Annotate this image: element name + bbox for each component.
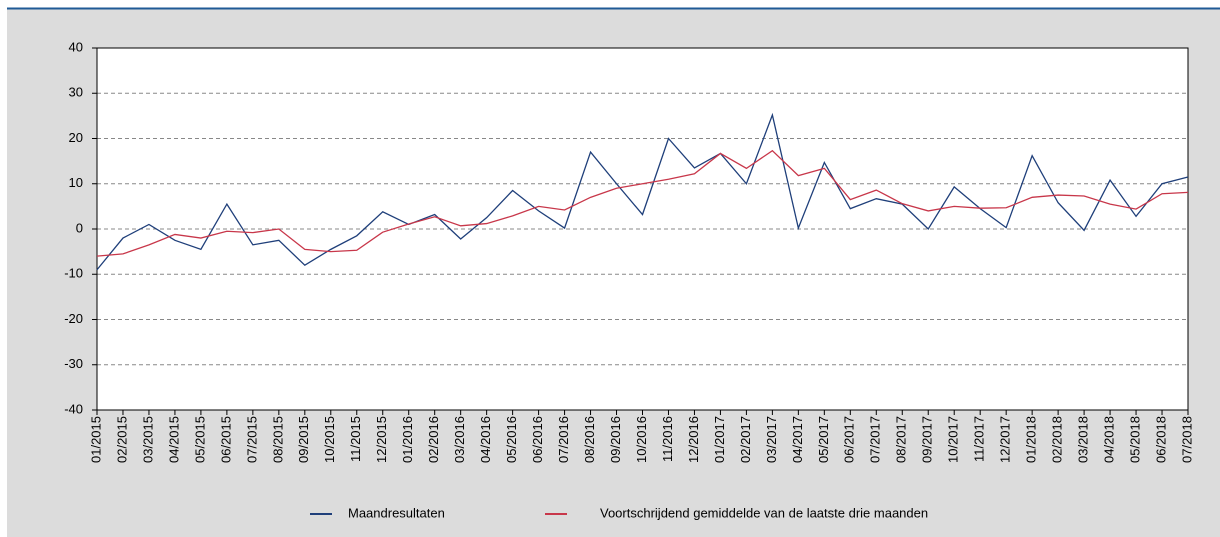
x-tick-label: 08/2017: [894, 416, 909, 463]
x-tick-label: 11/2017: [972, 416, 987, 462]
x-tick-label: 07/2018: [1179, 416, 1194, 463]
x-tick-label: 03/2016: [452, 416, 467, 463]
y-tick-label: 10: [69, 175, 83, 190]
x-tick-label: 01/2017: [712, 416, 727, 463]
x-tick-label: 06/2018: [1153, 416, 1168, 463]
x-tick-label: 09/2017: [920, 416, 935, 463]
x-tick-label: 10/2015: [322, 416, 337, 463]
x-tick-label: 08/2016: [582, 416, 597, 463]
y-tick-label: -40: [64, 401, 83, 416]
x-tick-label: 01/2016: [400, 416, 415, 463]
x-tick-label: 08/2015: [270, 416, 285, 463]
x-tick-label: 10/2017: [946, 416, 961, 463]
x-tick-label: 06/2017: [842, 416, 857, 463]
x-tick-label: 05/2015: [192, 416, 207, 463]
x-tick-label: 02/2017: [738, 416, 753, 463]
x-tick-label: 12/2016: [686, 416, 701, 463]
x-tick-label: 05/2018: [1127, 416, 1142, 463]
x-tick-label: 05/2016: [504, 416, 519, 463]
x-tick-label: 02/2015: [114, 416, 129, 463]
y-tick-label: 20: [69, 130, 83, 145]
x-tick-label: 09/2015: [296, 416, 311, 463]
x-tick-label: 06/2016: [530, 416, 545, 463]
x-tick-label: 11/2015: [348, 416, 363, 462]
series-line: [96, 149, 1189, 257]
x-tick-label: 11/2016: [660, 416, 675, 462]
legend-label: Voortschrijdend gemiddelde van de laatst…: [600, 505, 928, 520]
x-tick-label: 01/2015: [88, 416, 103, 463]
x-tick-label: 03/2015: [140, 416, 155, 463]
y-tick-label: -20: [64, 311, 83, 326]
x-tick-label: 02/2016: [426, 416, 441, 463]
y-tick-label: -10: [64, 266, 83, 281]
x-tick-label: 03/2018: [1076, 416, 1091, 463]
x-tick-label: 10/2016: [634, 416, 649, 463]
x-tick-label: 12/2017: [998, 416, 1013, 463]
x-tick-label: 04/2017: [790, 416, 805, 463]
y-tick-label: 30: [69, 85, 83, 100]
x-tick-label: 12/2015: [374, 416, 389, 463]
x-tick-label: 09/2016: [608, 416, 623, 463]
legend-label: Maandresultaten: [348, 505, 445, 520]
y-tick-label: 40: [69, 39, 83, 54]
x-tick-label: 07/2015: [244, 416, 259, 463]
x-tick-label: 03/2017: [764, 416, 779, 463]
y-tick-label: 0: [76, 220, 83, 235]
x-tick-label: 01/2018: [1024, 416, 1039, 463]
x-tick-label: 04/2015: [166, 416, 181, 463]
x-tick-label: 05/2017: [816, 416, 831, 463]
x-tick-label: 06/2015: [218, 416, 233, 463]
y-tick-label: -30: [64, 356, 83, 371]
x-tick-label: 04/2016: [478, 416, 493, 463]
series-line: [96, 112, 1189, 271]
x-tick-label: 07/2017: [868, 416, 883, 463]
x-tick-label: 07/2016: [556, 416, 571, 463]
x-tick-label: 02/2018: [1050, 416, 1065, 463]
x-tick-label: 04/2018: [1102, 416, 1117, 463]
